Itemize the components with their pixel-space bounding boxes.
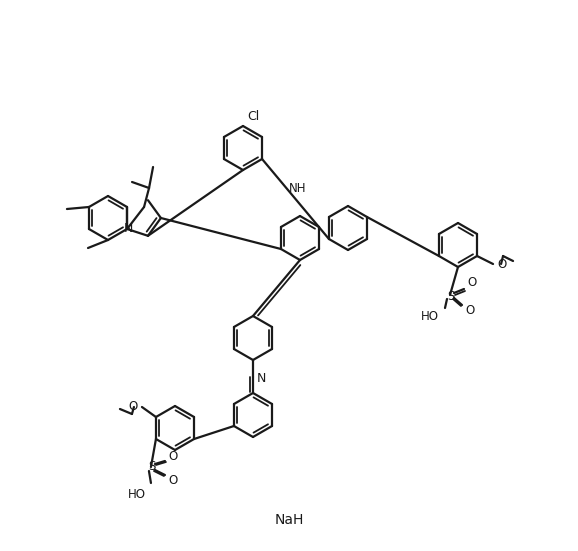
Text: O: O — [465, 305, 475, 317]
Text: HO: HO — [128, 489, 146, 501]
Text: N: N — [256, 372, 266, 385]
Text: O: O — [468, 277, 477, 289]
Text: NaH: NaH — [275, 513, 303, 527]
Text: S: S — [447, 290, 455, 304]
Text: O: O — [497, 257, 506, 271]
Text: NH: NH — [289, 182, 306, 196]
Text: O: O — [168, 474, 177, 488]
Text: Cl: Cl — [247, 111, 260, 123]
Text: N: N — [123, 222, 133, 235]
Text: S: S — [149, 461, 155, 473]
Text: O: O — [168, 451, 177, 463]
Text: HO: HO — [421, 310, 439, 322]
Text: O: O — [129, 399, 138, 413]
